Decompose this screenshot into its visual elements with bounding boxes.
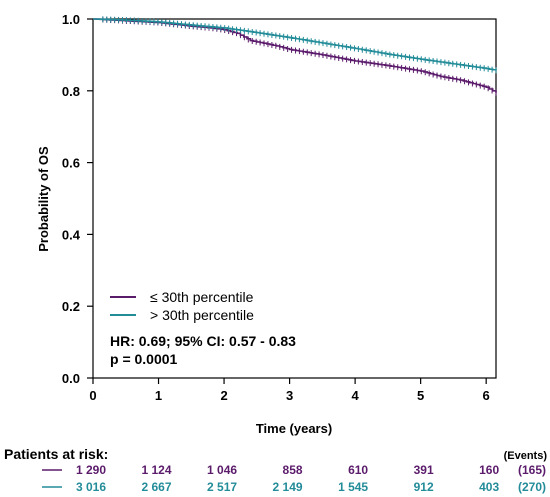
x-tick-label: 2 [220, 388, 227, 403]
risk-row-1-value: 1 290 [76, 463, 106, 477]
risk-table-events-header: (Events) [504, 450, 548, 462]
x-tick-label: 5 [417, 388, 424, 403]
risk-row-2-value: 2 667 [141, 480, 171, 494]
series-2 [93, 16, 497, 74]
risk-row-1-events: (165) [518, 463, 546, 477]
series-1 [93, 16, 497, 96]
y-axis-label: Probability of OS [36, 146, 51, 252]
legend-label-series-2: > 30th percentile [150, 307, 254, 323]
p-value-annotation: p = 0.0001 [110, 351, 178, 367]
legend: ≤ 30th percentile > 30th percentile [110, 289, 254, 323]
risk-row-2-value: 403 [479, 480, 499, 494]
risk-row-1-value: 391 [414, 463, 434, 477]
x-axis-ticks: 0 1 2 3 4 5 6 [89, 378, 490, 403]
plot-frame [92, 18, 497, 379]
risk-row-2-value: 3 016 [76, 480, 106, 494]
risk-table-title: Patients at risk: [4, 446, 108, 462]
x-tick-label: 6 [483, 388, 490, 403]
risk-row-1-value: 858 [283, 463, 303, 477]
x-axis-label: Time (years) [256, 421, 332, 436]
legend-label-series-1: ≤ 30th percentile [150, 289, 254, 305]
risk-row-1-value: 1 124 [141, 463, 171, 477]
risk-row-2-events: (270) [518, 480, 546, 494]
y-tick-label: 0.6 [62, 156, 80, 171]
risk-row-1-value: 160 [479, 463, 499, 477]
risk-row-2-value: 1 545 [338, 480, 368, 494]
survival-curves [93, 16, 497, 96]
x-tick-label: 4 [351, 388, 359, 403]
risk-row-1-value: 610 [348, 463, 368, 477]
y-axis-ticks: 0.0 0.2 0.4 0.6 0.8 1.0 [62, 12, 93, 386]
y-tick-label: 0.4 [62, 227, 81, 242]
hazard-ratio-annotation: HR: 0.69; 95% CI: 0.57 - 0.83 [110, 333, 296, 349]
y-tick-label: 0.2 [62, 299, 80, 314]
risk-row-2-value: 912 [414, 480, 434, 494]
x-tick-label: 1 [155, 388, 162, 403]
series-1-censor-marks [102, 16, 497, 96]
series-1-line [93, 18, 497, 93]
x-tick-label: 3 [286, 388, 293, 403]
series-2-line [93, 18, 497, 71]
x-tick-label: 0 [89, 388, 96, 403]
risk-table: 1 290 1 124 1 046 858 610 391 160 (165) 3 016 2 6… [42, 463, 546, 494]
y-tick-label: 0.8 [62, 84, 80, 99]
risk-row-2-value: 2 517 [207, 480, 237, 494]
risk-row-2-value: 2 149 [273, 480, 303, 494]
y-tick-label: 1.0 [62, 12, 80, 27]
risk-row-1-value: 1 046 [207, 463, 237, 477]
series-2-censor-marks [102, 16, 497, 74]
y-tick-label: 0.0 [62, 371, 80, 386]
